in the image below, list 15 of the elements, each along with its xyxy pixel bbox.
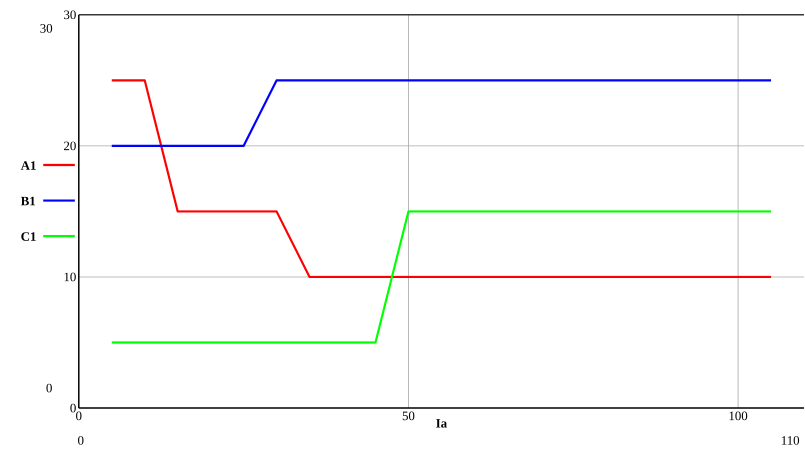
x-tick-label: 100 (730, 412, 748, 420)
legend-label: C1 (21, 232, 36, 242)
x-tick-label: 0 (76, 412, 82, 420)
legend-label: A1 (20, 161, 36, 170)
x-axis-title: Ia (436, 419, 447, 428)
y-tick-label: 20 (64, 142, 76, 150)
x-tick-label: 50 (402, 412, 414, 420)
y-tick-label: 30 (64, 10, 76, 20)
text: 0 (46, 384, 52, 393)
legend-label: B1 (20, 197, 36, 206)
text: 0 (78, 436, 84, 445)
text: 110 (782, 436, 800, 445)
text: 30 (40, 24, 52, 33)
y-tick-label: 10 (64, 272, 76, 282)
y-tick-label: 0 (70, 404, 76, 413)
